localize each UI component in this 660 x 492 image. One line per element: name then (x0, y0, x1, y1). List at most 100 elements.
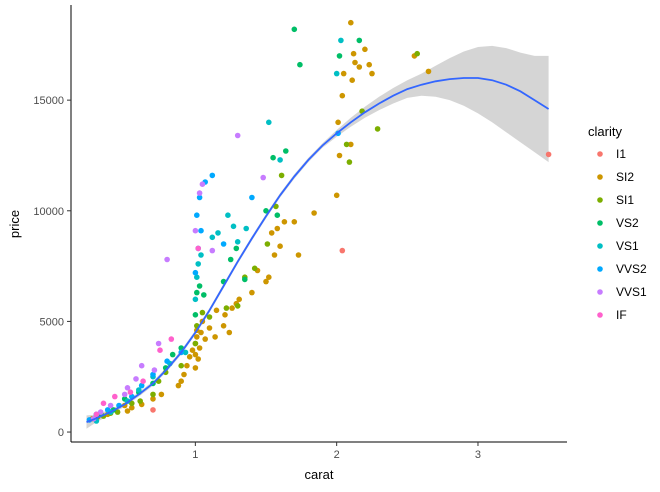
data-point (222, 312, 228, 318)
data-point (264, 241, 271, 247)
data-point (151, 367, 158, 373)
legend-item-vvs1: VVS1 (597, 285, 647, 299)
data-point (196, 283, 203, 289)
data-point (339, 92, 346, 99)
legend-key (597, 197, 603, 203)
smooth-line (86, 77, 550, 423)
legend-item-i1: I1 (597, 147, 626, 161)
data-point (274, 225, 281, 232)
x-tick-label: 3 (475, 449, 481, 461)
data-point (194, 334, 200, 340)
data-point (333, 192, 340, 199)
data-point (157, 347, 163, 354)
data-point (266, 274, 272, 281)
data-point (198, 227, 204, 234)
data-point (181, 371, 187, 378)
legend-key (597, 243, 603, 249)
data-point (236, 296, 242, 303)
data-point (158, 391, 165, 398)
data-point (194, 274, 200, 281)
data-point (215, 230, 221, 236)
data-point (243, 225, 249, 232)
series-i1 (150, 151, 552, 413)
data-point (192, 340, 199, 347)
data-point (226, 329, 233, 336)
data-point (93, 411, 100, 418)
data-point (348, 19, 354, 26)
data-point (114, 409, 121, 415)
data-point (196, 194, 203, 201)
data-point (366, 61, 373, 68)
data-point (227, 256, 234, 263)
data-point (168, 336, 175, 342)
data-point (199, 181, 206, 187)
smooth-line-layer (86, 77, 550, 423)
legend-key (597, 174, 603, 180)
data-point (356, 64, 363, 70)
legend-title: clarity (588, 124, 622, 139)
data-point (234, 303, 241, 309)
data-point (343, 141, 350, 148)
data-point (338, 37, 344, 44)
data-point (124, 385, 131, 391)
x-axis-title: carat (305, 467, 334, 482)
data-point (192, 312, 199, 318)
data-point (195, 261, 201, 267)
data-point (202, 336, 208, 342)
data-point (352, 59, 358, 66)
data-point (263, 208, 269, 214)
data-point (186, 354, 193, 360)
data-point (136, 387, 142, 393)
data-point (112, 393, 118, 400)
legend-label: VS2 (616, 216, 639, 230)
data-point (127, 389, 134, 396)
y-tick-label: 15000 (33, 95, 64, 107)
x-tick-label: 1 (192, 449, 198, 461)
data-point (346, 159, 353, 165)
data-point (263, 278, 269, 285)
data-point (283, 148, 289, 154)
data-point (249, 194, 255, 201)
data-point (150, 396, 156, 402)
data-point (229, 305, 235, 311)
data-point (268, 230, 275, 236)
axes-layer (70, 5, 567, 443)
data-point (107, 402, 114, 409)
data-point (209, 172, 216, 179)
y-tick-label: 5000 (40, 316, 64, 328)
data-point (189, 347, 196, 354)
legend-item-si2: SI2 (597, 170, 634, 184)
data-point (129, 404, 135, 411)
data-point (266, 119, 272, 126)
series-vvs1 (90, 132, 267, 422)
data-point (348, 141, 354, 148)
data-point (297, 61, 303, 68)
data-point (155, 340, 162, 347)
data-point (233, 245, 240, 252)
data-point (295, 252, 302, 258)
data-point (209, 234, 216, 241)
data-point (206, 325, 213, 331)
data-point (278, 172, 285, 179)
data-point (242, 276, 248, 283)
data-point (129, 400, 135, 407)
data-point (194, 212, 200, 218)
legend-item-si1: SI1 (597, 193, 634, 207)
legend: clarity I1 SI2 SI1 VS2 VS1 VVS2 VVS1 IF (588, 124, 647, 322)
legend-key (597, 220, 603, 226)
data-point (137, 398, 143, 404)
data-point (164, 358, 170, 365)
data-point (169, 351, 176, 358)
legend-key (597, 266, 603, 272)
data-point (164, 256, 170, 263)
x-tick-label: 2 (334, 449, 340, 461)
data-point (291, 26, 298, 33)
data-point (150, 371, 156, 378)
data-point (192, 365, 199, 371)
data-point (195, 356, 201, 362)
data-point (199, 309, 206, 316)
y-tick-label: 10000 (33, 206, 64, 218)
data-point (201, 292, 207, 298)
data-point (545, 151, 552, 158)
ticks-layer: 1 2 3 0 5000 10000 15000 (33, 95, 481, 461)
